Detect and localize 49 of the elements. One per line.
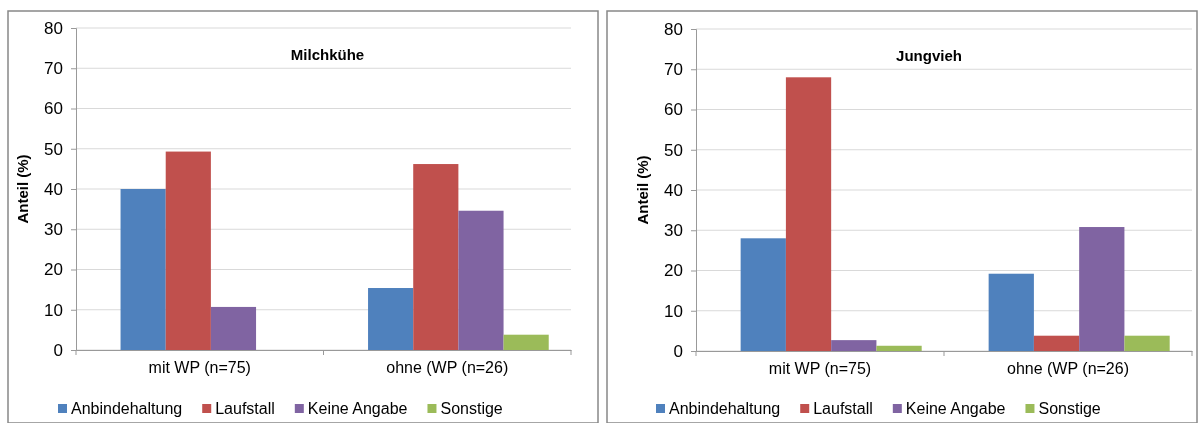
bar bbox=[413, 164, 459, 350]
text: Jungvieh bbox=[896, 47, 962, 64]
y-tick-label: 40 bbox=[664, 180, 683, 200]
x-tick-label: ohne (WP (n=26) bbox=[386, 359, 509, 377]
y-tick-label: 0 bbox=[53, 340, 63, 360]
bar bbox=[458, 210, 504, 350]
y-tick-label: 10 bbox=[44, 300, 63, 320]
bar bbox=[165, 151, 211, 350]
y-tick-label: 20 bbox=[44, 260, 63, 280]
bar bbox=[785, 77, 832, 351]
bar bbox=[740, 238, 786, 351]
y-tick-label: 10 bbox=[664, 301, 683, 321]
bar bbox=[120, 189, 166, 350]
bar bbox=[503, 334, 549, 350]
bar bbox=[1124, 335, 1170, 351]
text: Milchkühe bbox=[290, 46, 365, 63]
y-tick-label: 50 bbox=[44, 139, 63, 159]
y-tick-label: 60 bbox=[664, 100, 683, 120]
bar bbox=[1079, 227, 1125, 351]
legend-label: Laufstall bbox=[813, 400, 873, 417]
legend-label: Anbindehaltung bbox=[71, 400, 183, 417]
x-tick-label: ohne (WP (n=26) bbox=[1007, 360, 1129, 378]
y-tick-label: 50 bbox=[664, 140, 683, 160]
y-tick-label: 40 bbox=[44, 179, 63, 199]
legend-label: Laufstall bbox=[215, 400, 275, 417]
bar bbox=[876, 345, 922, 351]
y-axis-title: Anteil (%) bbox=[634, 155, 651, 225]
y-tick-label: 80 bbox=[44, 18, 63, 38]
x-tick-label: mit WP (n=75) bbox=[148, 359, 251, 377]
y-tick-label: 70 bbox=[664, 60, 683, 80]
y-tick-label: 20 bbox=[664, 261, 683, 281]
y-tick-label: 60 bbox=[44, 99, 63, 119]
y-axis-title: Anteil (%) bbox=[14, 154, 31, 224]
bar bbox=[368, 288, 414, 350]
legend-label: Sonstige bbox=[1038, 400, 1101, 417]
y-tick-label: 80 bbox=[664, 19, 683, 39]
y-tick-label: 30 bbox=[664, 221, 683, 241]
legend-label: Keine Angabe bbox=[905, 400, 1006, 417]
y-tick-label: 0 bbox=[673, 341, 683, 361]
bar bbox=[988, 273, 1034, 351]
bar bbox=[831, 340, 877, 351]
y-tick-label: 30 bbox=[44, 220, 63, 240]
x-tick-label: mit WP (n=75) bbox=[768, 360, 872, 378]
y-tick-label: 70 bbox=[44, 59, 63, 79]
legend-label: Anbindehaltung bbox=[669, 400, 781, 417]
legend-label: Sonstige bbox=[440, 400, 503, 417]
bar bbox=[210, 306, 257, 350]
legend-label: Keine Angabe bbox=[307, 400, 408, 417]
bar bbox=[1033, 335, 1080, 351]
